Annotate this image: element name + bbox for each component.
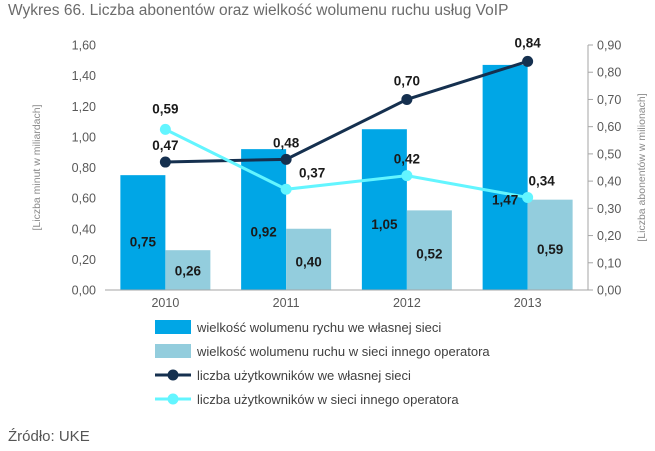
right-tick-label: 0,40	[597, 175, 621, 189]
right-axis-title: [Liczba abonentów w milionach]	[636, 93, 648, 241]
bar-label-s1-2013: 1,47	[492, 192, 518, 207]
x-tick-label: 2013	[514, 296, 542, 310]
chart-title: Wykres 66. Liczba abonentów oraz wielkoś…	[8, 2, 509, 19]
bar-s2-2012	[406, 210, 452, 290]
line-point-s2-2012	[401, 170, 413, 182]
bar-label-s2-2011: 0,40	[295, 254, 321, 269]
right-tick-label: 0,20	[597, 229, 621, 243]
left-axis-title: [Liczba minut w miliardach]	[31, 104, 43, 230]
legend-label-line-2: liczba użytkowników w sieci innego opera…	[197, 392, 459, 407]
line-point-s1-2013	[522, 55, 534, 67]
line-label-s1-2011: 0,48	[273, 135, 300, 150]
line-point-s2-2011	[280, 183, 292, 195]
bar-s2-2010	[165, 250, 211, 290]
line-label-s2-2011: 0,37	[299, 165, 325, 180]
x-tick-label: 2010	[151, 296, 179, 310]
x-tick-label: 2012	[393, 296, 421, 310]
left-tick-label: 0,60	[72, 192, 96, 206]
bar-label-s1-2012: 1,05	[371, 217, 398, 232]
legend-marker-line-2	[167, 393, 179, 405]
right-tick-label: 0,90	[597, 39, 621, 53]
bar-s2-2011	[286, 228, 332, 290]
line-label-s2-2013: 0,34	[528, 173, 555, 188]
bar-s1-2012	[361, 129, 407, 290]
legend-swatch-bar-1	[155, 320, 191, 334]
line-point-s2-2013	[522, 191, 534, 203]
line-point-s2-2010	[159, 123, 171, 135]
bar-label-s2-2012: 0,52	[416, 247, 442, 262]
line-point-s1-2010	[159, 156, 171, 168]
left-tick-label: 0,40	[72, 222, 96, 236]
right-tick-label: 0,70	[597, 93, 621, 107]
right-tick-label: 0,00	[597, 284, 621, 298]
line-series-1	[165, 59, 529, 164]
x-tick-label: 2011	[273, 296, 300, 310]
left-tick-label: 1,60	[72, 39, 96, 53]
line-point-s1-2011	[280, 153, 292, 165]
legend-label-bar-1: wielkość wolumenu rychu we własnej sieci	[196, 320, 441, 335]
right-tick-label: 0,60	[597, 120, 621, 134]
left-tick-label: 1,00	[72, 130, 96, 144]
line-series-2	[164, 128, 528, 199]
left-tick-label: 1,20	[72, 100, 96, 114]
left-tick-label: 1,40	[72, 69, 96, 83]
line-label-s2-2012: 0,42	[394, 152, 420, 167]
left-tick-label: 0,20	[72, 253, 96, 267]
bar-label-s1-2010: 0,75	[130, 234, 157, 249]
bar-label-s1-2011: 0,92	[250, 224, 276, 239]
left-tick-label: 0,80	[72, 161, 96, 175]
right-tick-label: 0,30	[597, 202, 621, 216]
bar-s2-2013	[527, 199, 573, 290]
legend-label-line-1: liczba użytkowników we własnej sieci	[197, 368, 411, 383]
right-tick-label: 0,80	[597, 66, 621, 80]
left-tick-label: 0,00	[72, 284, 96, 298]
line-label-s1-2010: 0,47	[152, 138, 178, 153]
line-label-s2-2010: 0,59	[152, 101, 178, 116]
right-tick-label: 0,50	[597, 147, 621, 161]
bar-label-s2-2013: 0,59	[537, 242, 563, 257]
bar-s1-2011	[241, 149, 287, 290]
legend-swatch-bar-2	[155, 344, 191, 358]
source-note: Źródło: UKE	[8, 428, 90, 445]
line-label-s1-2012: 0,70	[394, 73, 420, 88]
legend-label-bar-2: wielkość wolumenu ruchu w sieci innego o…	[196, 344, 490, 359]
bar-label-s2-2010: 0,26	[175, 263, 202, 278]
legend-marker-line-1	[167, 369, 179, 381]
bar-s1-2013	[482, 64, 528, 290]
bar-s1-2010	[120, 175, 166, 290]
right-tick-label: 0,10	[597, 256, 621, 270]
line-label-s1-2013: 0,84	[514, 35, 541, 50]
line-point-s1-2012	[401, 93, 413, 105]
